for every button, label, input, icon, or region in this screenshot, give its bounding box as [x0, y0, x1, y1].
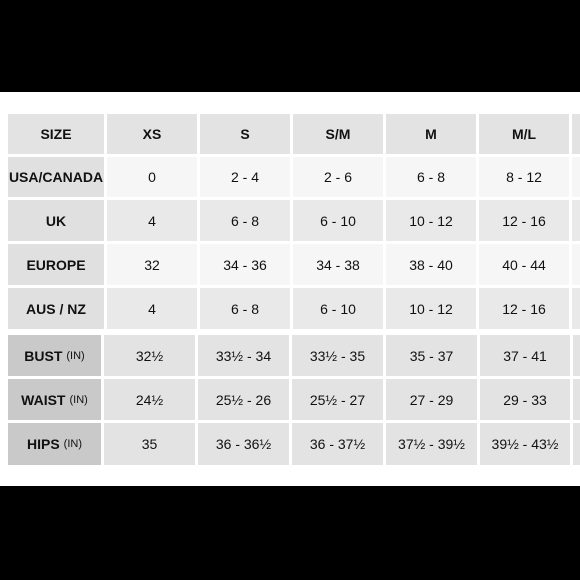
row-label-uk: UK — [8, 200, 104, 241]
row-label-hips: HIPS (IN) — [8, 423, 101, 465]
table-cell: 39½ - 43½ — [480, 423, 570, 465]
table-cell: 6 - 10 — [293, 200, 383, 241]
table-cell: 25½ - 27 — [292, 379, 383, 420]
header-size-label: SIZE — [8, 114, 104, 154]
table-cell: 12 - 16 — [479, 200, 569, 241]
row-label-usa-canada: USA/CANADA — [8, 157, 104, 197]
header-size-sm: S/M — [293, 114, 383, 154]
table-cell: 8 - 12 — [479, 157, 569, 197]
table-cell: 35 - 37 — [386, 335, 477, 376]
header-size-xs: XS — [107, 114, 197, 154]
size-chart: SIZE XS S S/M M M/L USA/CANADA 0 2 - 4 2… — [0, 92, 580, 486]
table-cell: 35 — [104, 423, 195, 465]
table-cell: 36 - 36½ — [198, 423, 289, 465]
table-cell: 29 - 33 — [480, 379, 570, 420]
table-cell: 34 - 38 — [293, 244, 383, 285]
table-cell — [573, 335, 580, 376]
measurement-name: BUST — [24, 347, 63, 364]
table-cell: 2 - 6 — [293, 157, 383, 197]
row-label-aus-nz: AUS / NZ — [8, 288, 104, 329]
table-cell: 24½ — [104, 379, 195, 420]
measurement-name: WAIST — [21, 391, 66, 408]
table-cell: 4 — [107, 200, 197, 241]
table-cell: 10 - 12 — [386, 200, 476, 241]
table-cell — [572, 244, 580, 285]
table-cell: 33½ - 35 — [292, 335, 383, 376]
row-label-europe: EUROPE — [8, 244, 104, 285]
measurement-name: HIPS — [26, 436, 60, 452]
table-cell: 37½ - 39½ — [386, 423, 477, 465]
table-cell: 37 - 41 — [480, 335, 570, 376]
table-cell: 6 - 8 — [200, 288, 290, 329]
table-cell: 25½ - 26 — [198, 379, 289, 420]
table-cell — [572, 200, 580, 241]
table-cell: 32 — [107, 244, 197, 285]
table-cell: 33½ - 34 — [198, 335, 289, 376]
table-cell — [572, 288, 580, 329]
table-cell: 4 — [107, 288, 197, 329]
table-cell: 36 - 37½ — [292, 423, 383, 465]
table-cell: 32½ — [104, 335, 195, 376]
table-cell: 6 - 8 — [200, 200, 290, 241]
table-cell — [573, 379, 580, 420]
table-cell: 0 — [107, 157, 197, 197]
table-cell: 10 - 12 — [386, 288, 476, 329]
table-cell: 27 - 29 — [386, 379, 477, 420]
row-label-waist: WAIST (IN) — [8, 379, 101, 420]
measurement-unit: (IN) — [66, 349, 85, 362]
table-cell: 2 - 4 — [200, 157, 290, 197]
row-label-bust: BUST (IN) — [8, 335, 101, 376]
table-cell: 6 - 8 — [386, 157, 476, 197]
measurement-unit: (IN) — [69, 393, 88, 406]
header-cut-off-cell — [572, 114, 580, 154]
table-cell: 6 - 10 — [293, 288, 383, 329]
table-cell: 40 - 44 — [479, 244, 569, 285]
table-cell: 38 - 40 — [386, 244, 476, 285]
header-size-m: M — [386, 114, 476, 154]
table-cell: 12 - 16 — [479, 288, 569, 329]
header-size-s: S — [200, 114, 290, 154]
header-size-ml: M/L — [479, 114, 569, 154]
table-cell — [573, 423, 580, 465]
table-cell — [572, 157, 580, 197]
table-cell: 34 - 36 — [200, 244, 290, 285]
measurement-unit: (IN) — [63, 438, 82, 450]
